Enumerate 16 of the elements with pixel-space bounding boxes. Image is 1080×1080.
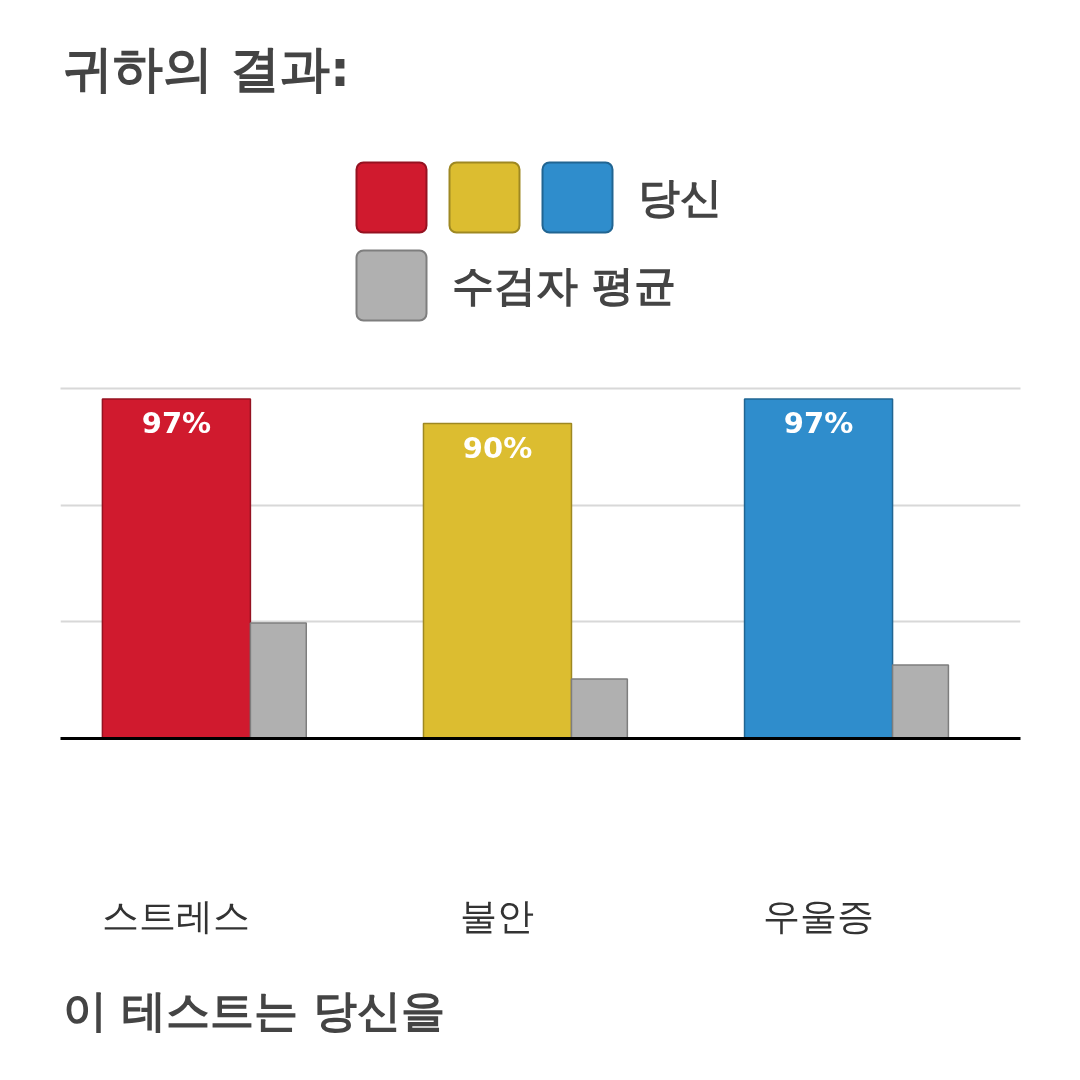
text: 이 테스트는 당신을 bbox=[62, 985, 446, 1036]
legend-label: 당신 bbox=[637, 173, 722, 222]
x-tick-label: 불안 bbox=[460, 894, 535, 938]
bar bbox=[101, 398, 252, 739]
x-tick-label: 스트레스 bbox=[102, 894, 251, 938]
bar bbox=[570, 678, 629, 739]
bar bbox=[249, 622, 308, 739]
bar bbox=[743, 398, 894, 739]
x-tick-label: 우울증 bbox=[763, 894, 875, 938]
chart-title: 귀하의 결과: bbox=[62, 39, 350, 98]
data-label: 97% bbox=[141, 406, 212, 440]
legend-label: 수검자 평균 bbox=[451, 261, 677, 310]
data-label: 97% bbox=[783, 406, 854, 440]
data-label: 90% bbox=[462, 430, 533, 465]
bar bbox=[422, 422, 573, 739]
bar bbox=[891, 664, 950, 739]
